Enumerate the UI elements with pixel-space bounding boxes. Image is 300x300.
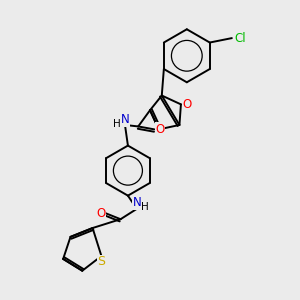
Text: S: S xyxy=(98,255,105,268)
Text: N: N xyxy=(121,113,129,126)
Text: Cl: Cl xyxy=(234,32,246,45)
Text: H: H xyxy=(141,202,148,212)
Text: O: O xyxy=(155,123,164,136)
Text: O: O xyxy=(183,98,192,111)
Text: H: H xyxy=(113,119,121,129)
Text: N: N xyxy=(133,196,142,209)
Text: O: O xyxy=(96,207,105,220)
